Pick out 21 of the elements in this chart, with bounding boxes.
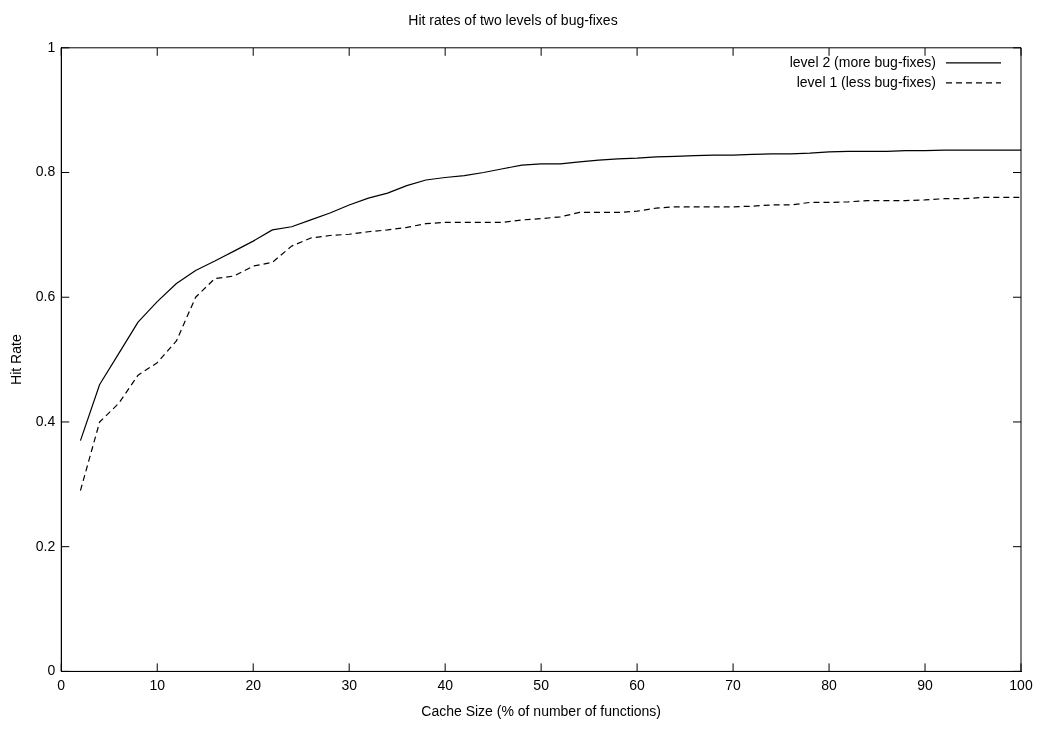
x-tick-label: 20 bbox=[245, 676, 262, 693]
x-tick-label: 90 bbox=[917, 676, 934, 693]
x-tick-label: 30 bbox=[341, 676, 358, 693]
x-tick-label: 100 bbox=[1009, 676, 1033, 693]
x-tick-label: 70 bbox=[725, 676, 742, 693]
y-tick-label: 0.8 bbox=[35, 163, 56, 180]
x-tick-label: 50 bbox=[533, 676, 550, 693]
y-tick-label: 0 bbox=[47, 662, 56, 679]
y-tick-label: 1 bbox=[47, 38, 56, 55]
y-tick-label: 0.6 bbox=[35, 288, 56, 305]
y-tick-label: 0.2 bbox=[35, 537, 56, 554]
x-tick-label: 10 bbox=[149, 676, 166, 693]
x-tick-label: 40 bbox=[437, 676, 454, 693]
x-tick-label: 80 bbox=[821, 676, 838, 693]
y-tick-label: 0.4 bbox=[35, 412, 56, 429]
legend-label: level 1 (less bug-fixes) bbox=[796, 73, 936, 90]
x-tick-label: 60 bbox=[629, 676, 646, 693]
legend-label: level 2 (more bug-fixes) bbox=[789, 53, 936, 70]
y-axis-title: Hit Rate bbox=[8, 334, 25, 385]
chart-title: Hit rates of two levels of bug-fixes bbox=[408, 12, 618, 29]
x-axis-title: Cache Size (% of number of functions) bbox=[421, 703, 661, 720]
